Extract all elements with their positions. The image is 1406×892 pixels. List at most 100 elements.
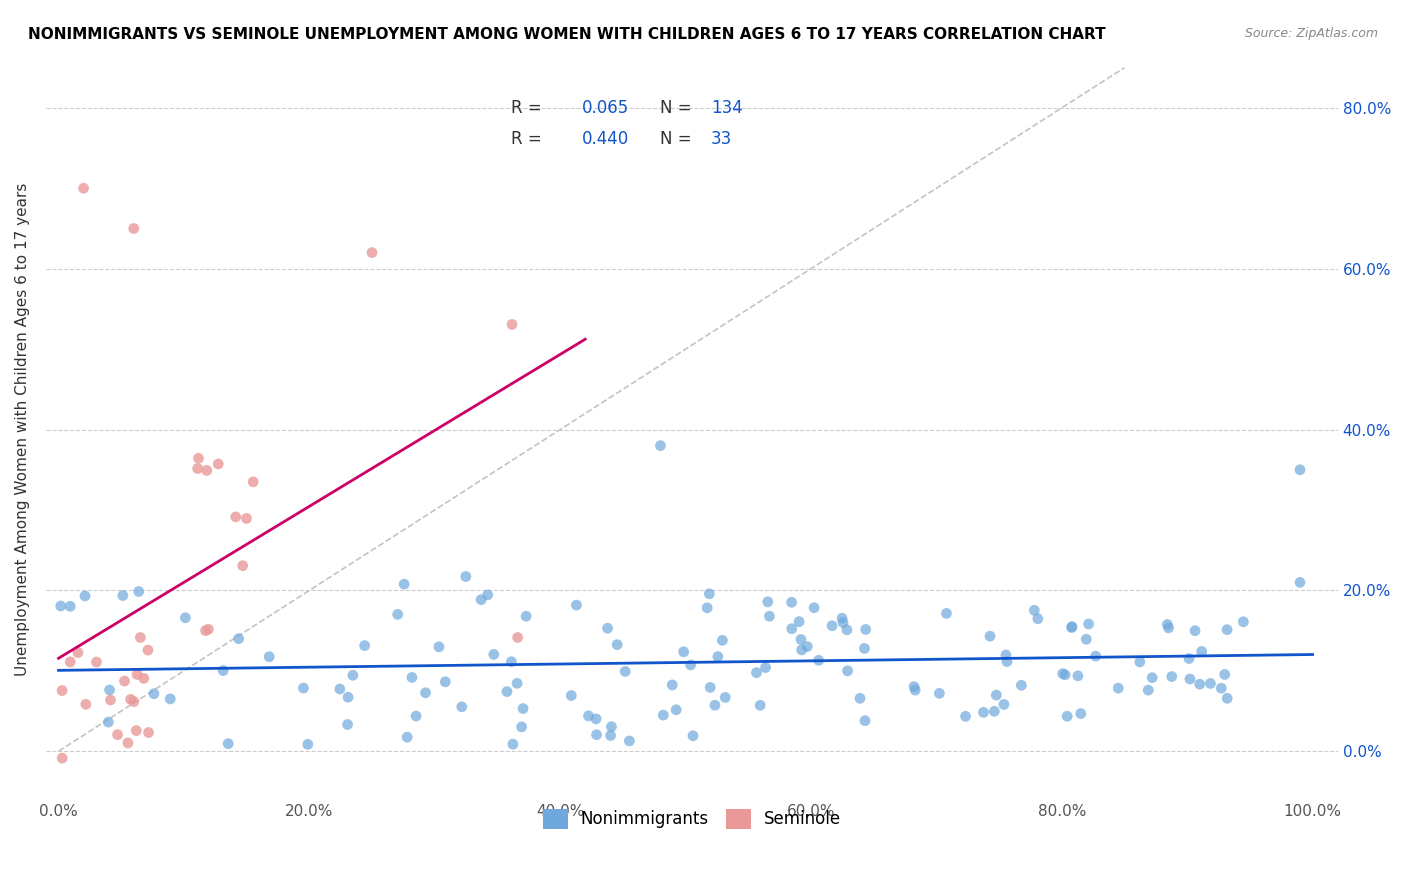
Point <box>1010 678 1032 692</box>
Point <box>128 584 150 599</box>
Point <box>405 709 427 723</box>
Point <box>1156 617 1178 632</box>
Point <box>506 676 529 690</box>
Point <box>995 655 1018 669</box>
Point <box>1216 691 1239 706</box>
Point <box>73 589 96 603</box>
Point <box>207 457 229 471</box>
Point <box>477 588 499 602</box>
Point <box>450 699 472 714</box>
Point <box>454 569 477 583</box>
Point <box>125 667 148 681</box>
Point <box>353 639 375 653</box>
Point <box>125 723 148 738</box>
Point <box>832 615 855 630</box>
Point <box>650 439 672 453</box>
Point <box>903 680 925 694</box>
Point <box>714 690 737 705</box>
Point <box>1070 706 1092 721</box>
Point <box>849 691 872 706</box>
Point <box>807 653 830 667</box>
Point <box>1232 615 1254 629</box>
Point <box>59 599 82 614</box>
Point <box>501 655 523 669</box>
Point <box>51 751 73 765</box>
Point <box>585 712 607 726</box>
Point <box>955 709 977 723</box>
Point <box>1067 669 1090 683</box>
Point <box>1026 612 1049 626</box>
Point <box>1199 676 1222 690</box>
Point <box>1024 603 1046 617</box>
Point <box>138 725 160 739</box>
Point <box>614 665 637 679</box>
Point <box>187 461 209 475</box>
Point <box>1289 463 1312 477</box>
Point <box>142 687 165 701</box>
Point <box>928 686 950 700</box>
Point <box>1160 669 1182 683</box>
Point <box>1211 681 1233 696</box>
Point <box>1129 655 1152 669</box>
Point <box>796 640 818 654</box>
Point <box>993 698 1015 712</box>
Point <box>506 631 529 645</box>
Point <box>619 734 641 748</box>
Point <box>97 714 120 729</box>
Point <box>502 737 524 751</box>
Point <box>1178 651 1201 665</box>
Point <box>329 681 352 696</box>
Legend: Nonimmigrants, Seminole: Nonimmigrants, Seminole <box>536 802 848 836</box>
Y-axis label: Unemployment Among Women with Children Ages 6 to 17 years: Unemployment Among Women with Children A… <box>15 183 30 676</box>
Point <box>120 692 142 706</box>
Point <box>682 729 704 743</box>
Point <box>986 688 1008 702</box>
Point <box>1184 624 1206 638</box>
Point <box>790 632 813 647</box>
Text: R =: R = <box>510 129 547 148</box>
Point <box>1052 666 1074 681</box>
Point <box>578 709 600 723</box>
Text: 134: 134 <box>711 99 742 117</box>
Point <box>257 649 280 664</box>
Point <box>697 587 720 601</box>
Point <box>482 648 505 662</box>
Point <box>59 655 82 669</box>
Point <box>994 648 1017 662</box>
Point <box>107 728 129 742</box>
Point <box>195 463 218 477</box>
Point <box>696 600 718 615</box>
Point <box>973 706 995 720</box>
Point <box>1056 709 1078 723</box>
Point <box>501 318 523 332</box>
Point <box>136 643 159 657</box>
Point <box>672 645 695 659</box>
Text: N =: N = <box>659 99 696 117</box>
Point <box>174 611 197 625</box>
Point <box>756 595 779 609</box>
Point <box>758 609 780 624</box>
Point <box>935 607 957 621</box>
Point <box>1137 683 1160 698</box>
Point <box>159 692 181 706</box>
Point <box>187 451 209 466</box>
Point <box>790 643 813 657</box>
Point <box>122 695 145 709</box>
Point <box>1191 644 1213 658</box>
Text: 33: 33 <box>711 129 733 148</box>
Point <box>72 181 94 195</box>
Point <box>652 708 675 723</box>
Point <box>1060 620 1083 634</box>
Point <box>745 665 768 680</box>
Point <box>599 729 621 743</box>
Point <box>1077 617 1099 632</box>
Point <box>565 598 588 612</box>
Point <box>699 681 721 695</box>
Point <box>122 221 145 235</box>
Point <box>515 609 537 624</box>
Point <box>606 638 628 652</box>
Point <box>132 672 155 686</box>
Point <box>855 623 877 637</box>
Point <box>217 737 239 751</box>
Point <box>337 690 360 705</box>
